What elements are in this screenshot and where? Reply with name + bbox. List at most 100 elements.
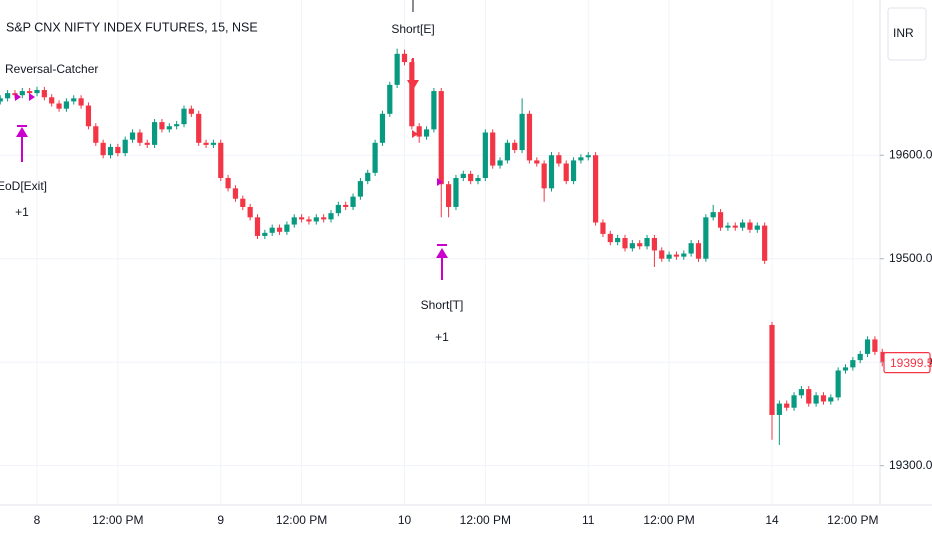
annotation: +1 bbox=[15, 205, 29, 219]
candle-body bbox=[63, 101, 69, 109]
entry-triangle bbox=[437, 178, 443, 186]
candle-body bbox=[872, 339, 878, 352]
candle-body bbox=[19, 91, 25, 96]
candle-body bbox=[247, 206, 253, 218]
candle-body bbox=[181, 108, 187, 125]
candle-body bbox=[328, 213, 334, 220]
candle-body bbox=[813, 395, 819, 404]
candle-body bbox=[350, 196, 356, 207]
candle-body bbox=[666, 254, 672, 259]
candle-body bbox=[321, 217, 327, 220]
candle-body bbox=[784, 403, 790, 408]
candle-body bbox=[762, 225, 768, 261]
candle-body bbox=[152, 122, 158, 145]
candle-body bbox=[615, 238, 621, 243]
candle-body bbox=[769, 324, 775, 415]
candle-body bbox=[225, 177, 231, 189]
candle-body bbox=[284, 224, 290, 232]
x-tick-label: 10 bbox=[398, 513, 412, 527]
candle-body bbox=[519, 113, 525, 151]
candle-body bbox=[798, 389, 804, 396]
x-tick-label: 12:00 PM bbox=[460, 513, 511, 527]
candle-body bbox=[490, 132, 496, 166]
candle-body bbox=[857, 353, 863, 361]
candle-body bbox=[27, 91, 33, 94]
candle-body bbox=[41, 90, 47, 98]
candle-body bbox=[78, 98, 84, 106]
entry-triangle bbox=[29, 93, 35, 101]
candle-body bbox=[622, 238, 628, 249]
last-price-box bbox=[883, 352, 931, 374]
candle-body bbox=[306, 219, 312, 222]
x-tick-label: 11 bbox=[582, 513, 595, 527]
candle-body bbox=[629, 243, 635, 249]
candle-body bbox=[740, 222, 746, 228]
x-tick-label: 9 bbox=[217, 513, 224, 527]
candle-body bbox=[600, 222, 606, 234]
candle-body bbox=[115, 146, 121, 154]
candle-body bbox=[409, 62, 415, 127]
candle-body bbox=[526, 113, 533, 161]
candle-body bbox=[644, 238, 650, 247]
candle-body bbox=[651, 238, 657, 251]
candle-body bbox=[460, 173, 466, 178]
last-price-label: 19399.55 bbox=[890, 356, 932, 370]
x-tick-label: 8 bbox=[34, 513, 41, 527]
candle-body bbox=[276, 227, 283, 232]
annotation: Short[T] bbox=[421, 298, 464, 312]
candle-body bbox=[166, 126, 172, 130]
candle-body bbox=[343, 204, 349, 207]
candle-body bbox=[541, 163, 547, 189]
candle-body bbox=[56, 103, 62, 109]
x-tick-label: 12:00 PM bbox=[276, 513, 327, 527]
currency-button[interactable] bbox=[887, 7, 927, 61]
x-tick-label: 12:00 PM bbox=[827, 513, 878, 527]
candle-body bbox=[159, 122, 165, 130]
indicator-name: Reversal-Catcher bbox=[5, 62, 98, 76]
short-arrow-head bbox=[407, 80, 419, 90]
candle-body bbox=[387, 84, 393, 114]
candle-body bbox=[291, 217, 297, 225]
candles bbox=[0, 48, 885, 445]
candle-body bbox=[34, 90, 40, 94]
candle-body bbox=[203, 142, 209, 145]
candle-body bbox=[688, 243, 694, 254]
candle-body bbox=[637, 243, 643, 247]
candle-body bbox=[423, 129, 430, 137]
candle-body bbox=[828, 397, 834, 402]
candle-body bbox=[593, 155, 599, 223]
candle-body bbox=[269, 227, 275, 233]
candle-body bbox=[717, 212, 724, 228]
candle-body bbox=[453, 177, 459, 207]
candle-body bbox=[681, 253, 687, 257]
y-tick-label: 19300.00 bbox=[889, 458, 932, 472]
candle-body bbox=[210, 142, 216, 145]
candle-body bbox=[482, 132, 488, 178]
candle-body bbox=[747, 222, 753, 230]
candle-body bbox=[431, 91, 437, 130]
candle-body bbox=[93, 126, 99, 143]
entry-triangle bbox=[15, 93, 21, 101]
candle-body bbox=[835, 370, 841, 398]
candle-body bbox=[563, 163, 569, 182]
candle-body bbox=[850, 360, 856, 368]
candle-body bbox=[100, 142, 106, 156]
candle-body bbox=[299, 217, 305, 220]
candle-body bbox=[446, 184, 452, 207]
candle-body bbox=[85, 105, 92, 127]
candle-body bbox=[107, 146, 114, 156]
candle-body bbox=[188, 108, 194, 114]
candle-body bbox=[240, 198, 246, 207]
exit-bar bbox=[17, 125, 27, 127]
candle-body bbox=[394, 53, 400, 85]
candle-body bbox=[475, 177, 481, 182]
candle-body bbox=[695, 243, 702, 259]
candle-body bbox=[254, 217, 261, 236]
candle-body bbox=[497, 160, 503, 166]
candle-body bbox=[0, 98, 3, 102]
candle-body bbox=[673, 254, 680, 257]
candle-body bbox=[401, 53, 408, 63]
candle-body bbox=[372, 142, 378, 173]
candle-body bbox=[512, 142, 518, 151]
candle-body bbox=[570, 160, 577, 182]
